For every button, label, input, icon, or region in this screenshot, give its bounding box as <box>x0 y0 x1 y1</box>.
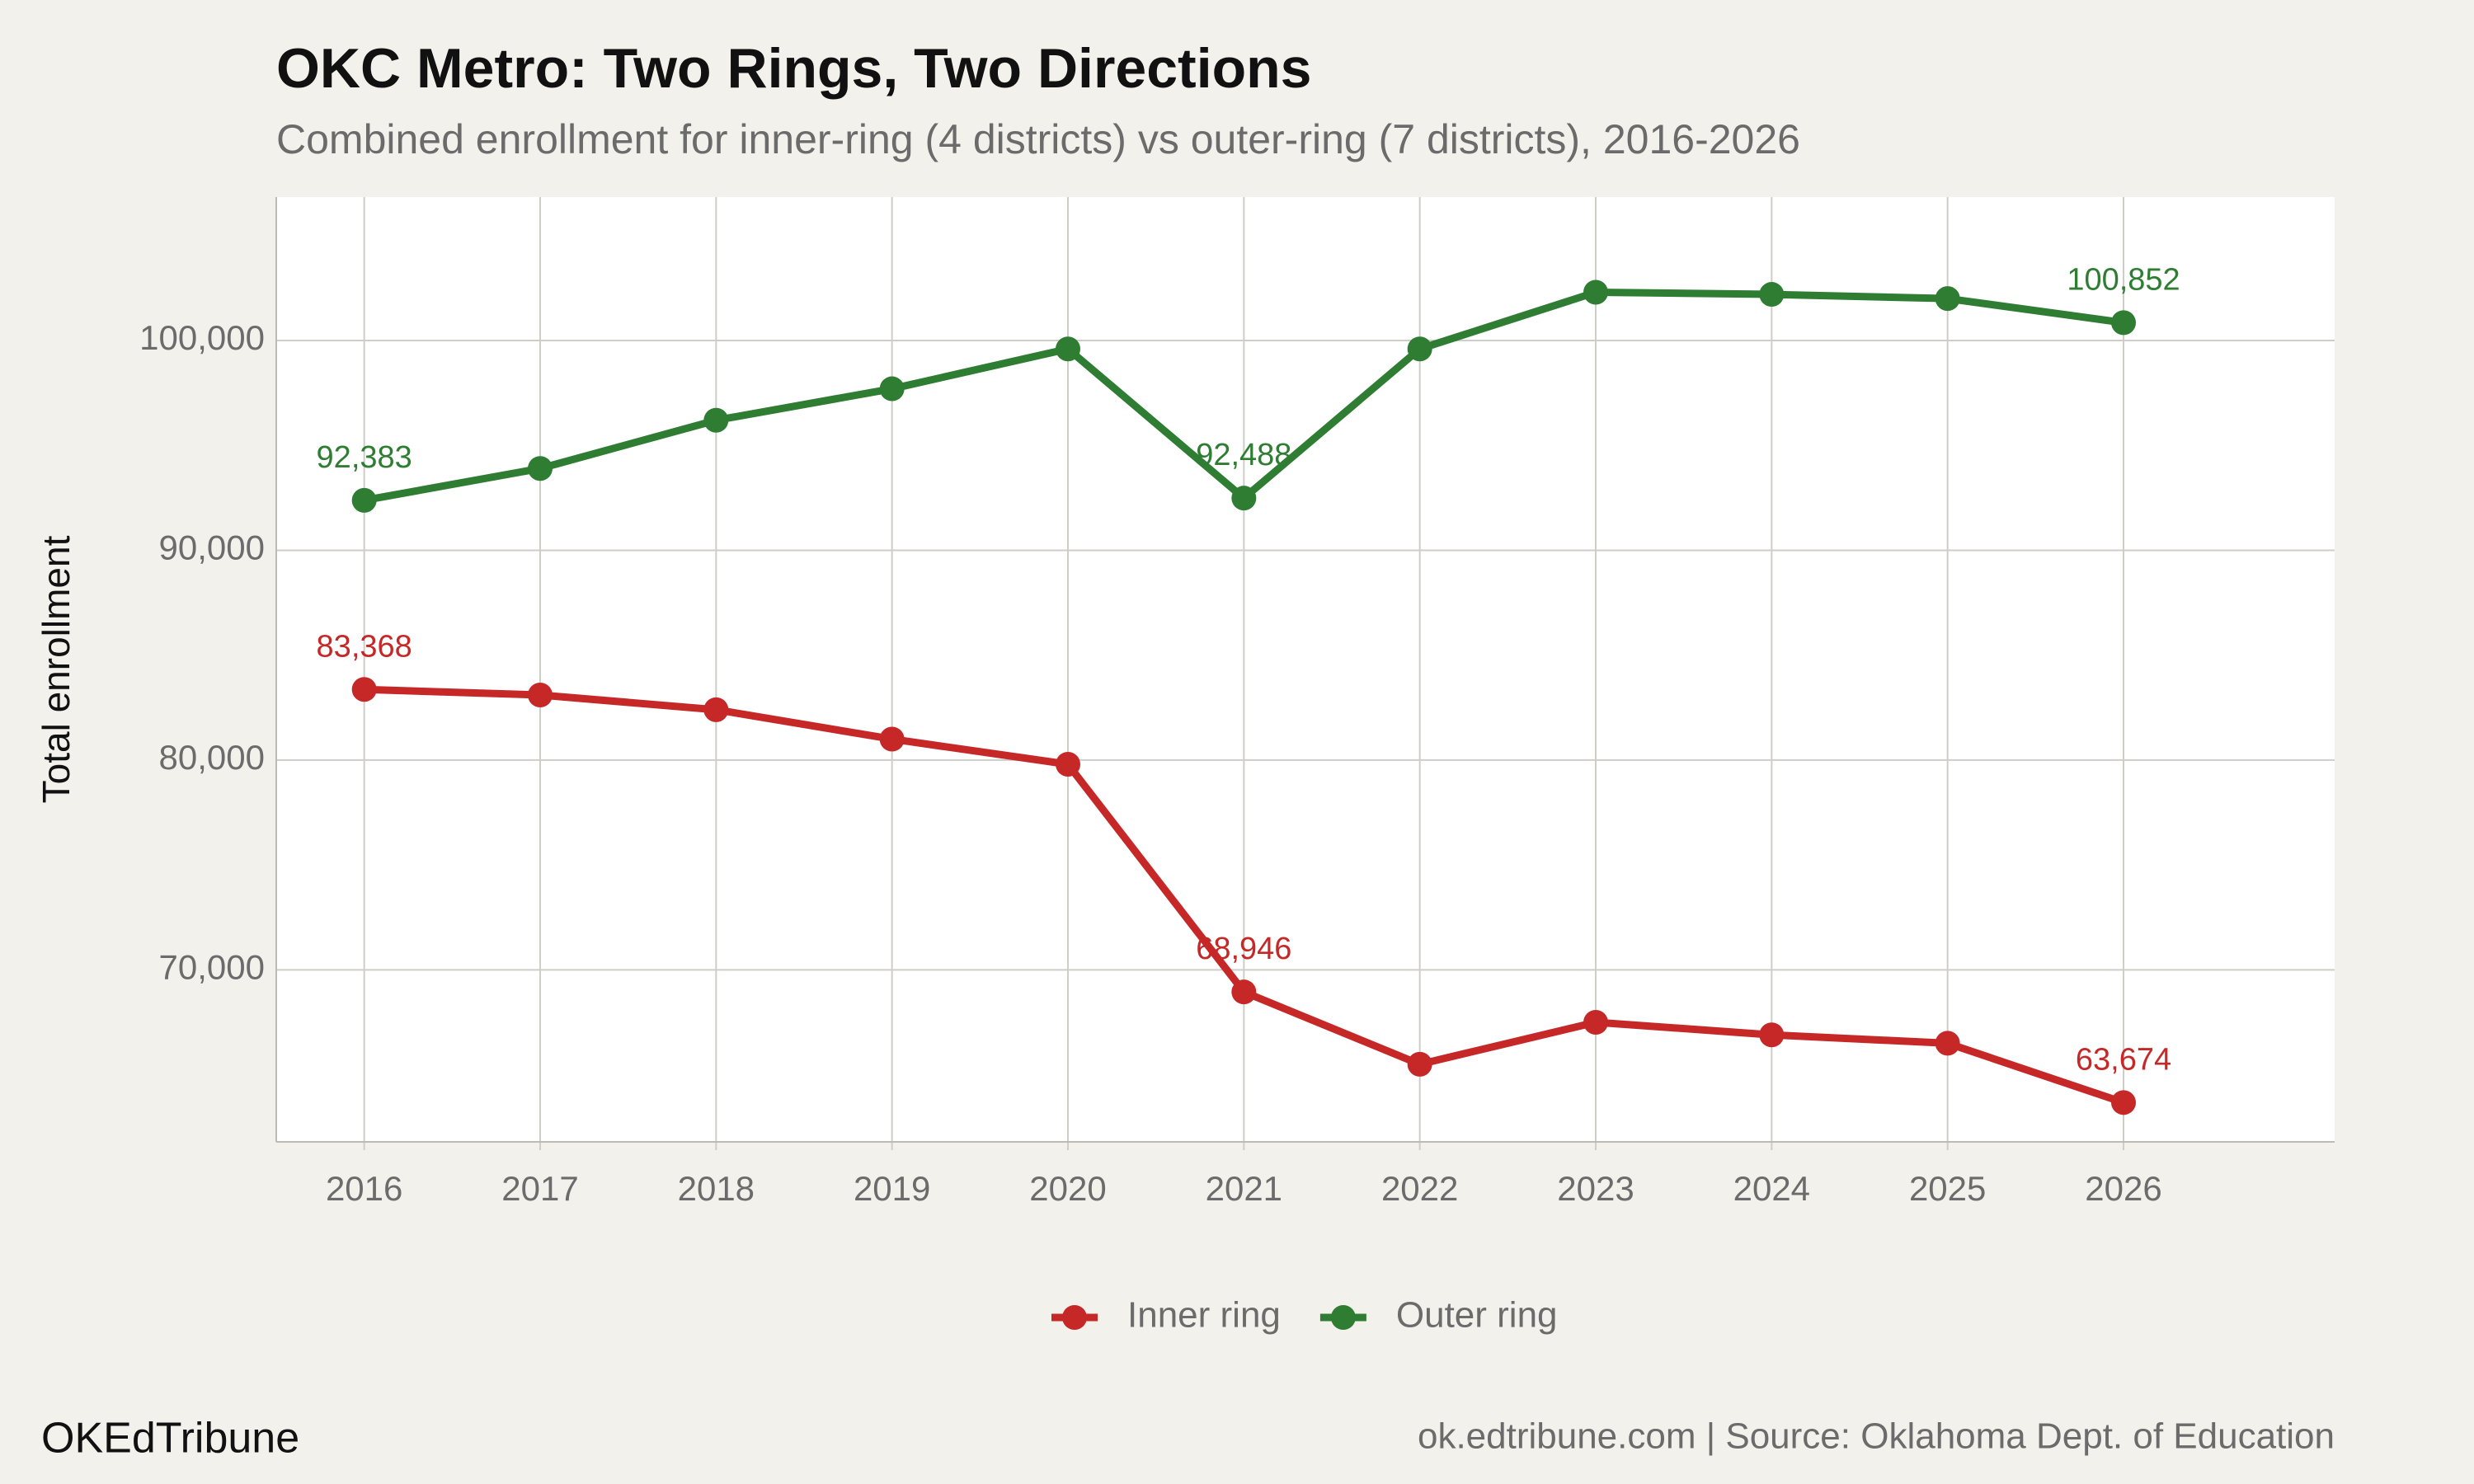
source: ok.edtribune.com | Source: Oklahoma Dept… <box>1418 1416 2335 1457</box>
x-tick-label: 2023 <box>1557 1169 1634 1208</box>
plot-panel <box>276 197 2335 1142</box>
value-label: 68,946 <box>1196 932 1291 966</box>
legend-marker <box>1062 1305 1087 1330</box>
chart-title: OKC Metro: Two Rings, Two Directions <box>276 37 1311 100</box>
legend-label: Inner ring <box>1127 1295 1281 1336</box>
data-point <box>1231 979 1257 1005</box>
data-point <box>351 487 377 513</box>
data-point <box>351 677 377 702</box>
data-point <box>1759 282 1785 308</box>
x-tick-label: 2025 <box>1909 1169 1986 1208</box>
x-tick-label: 2016 <box>326 1169 402 1208</box>
chart-subtitle: Combined enrollment for inner-ring (4 di… <box>276 116 1800 162</box>
legend-label: Outer ring <box>1396 1295 1558 1336</box>
data-point <box>1583 1009 1608 1035</box>
x-tick-label: 2026 <box>2085 1169 2161 1208</box>
x-tick-label: 2021 <box>1206 1169 1282 1208</box>
x-tick-label: 2018 <box>678 1169 755 1208</box>
x-tick-label: 2022 <box>1381 1169 1458 1208</box>
data-point <box>2111 310 2136 336</box>
y-tick-label: 100,000 <box>139 318 265 357</box>
brand: OKEdTribune <box>41 1415 299 1463</box>
data-point <box>703 407 729 433</box>
value-label: 63,674 <box>2076 1042 2171 1077</box>
value-label: 83,368 <box>317 629 412 664</box>
x-tick-label: 2020 <box>1029 1169 1106 1208</box>
data-point <box>1935 1031 1960 1056</box>
y-tick-label: 70,000 <box>159 947 265 986</box>
data-point <box>1407 1051 1432 1077</box>
x-tick-label: 2019 <box>854 1169 930 1208</box>
legend-marker <box>1330 1305 1356 1330</box>
data-point <box>1935 286 1960 312</box>
data-point <box>1056 336 1080 362</box>
x-tick-label: 2017 <box>501 1169 578 1208</box>
x-tick-label: 2024 <box>1733 1169 1810 1208</box>
y-tick-label: 90,000 <box>159 528 265 567</box>
data-point <box>528 683 553 708</box>
data-point <box>1231 486 1257 511</box>
data-point <box>703 697 729 722</box>
data-point <box>879 376 905 402</box>
data-point <box>879 726 905 752</box>
y-tick-label: 80,000 <box>159 738 265 777</box>
data-point <box>1407 336 1432 362</box>
data-point <box>528 456 553 481</box>
value-label: 92,383 <box>317 440 412 475</box>
value-label: 92,488 <box>1196 438 1291 472</box>
data-point <box>1759 1022 1785 1048</box>
data-point <box>2111 1090 2136 1115</box>
data-point <box>1056 752 1080 777</box>
y-axis-label: Total enrollment <box>35 535 78 803</box>
data-point <box>1583 279 1608 305</box>
value-label: 100,852 <box>2067 262 2180 297</box>
